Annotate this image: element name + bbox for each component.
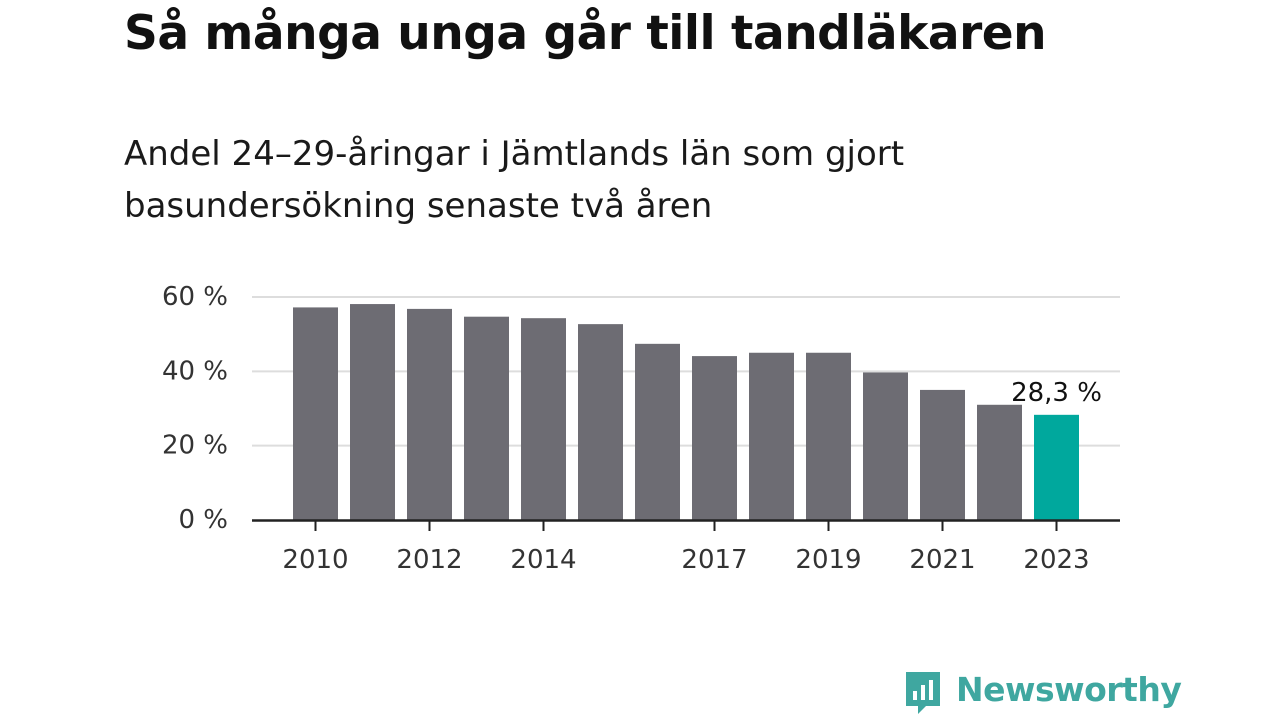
bar-2015 bbox=[578, 324, 623, 520]
bar-2022 bbox=[977, 404, 1022, 520]
x-axis-ticks bbox=[314, 520, 1058, 531]
bar-2013 bbox=[464, 316, 509, 520]
newsworthy-logo-text: Newsworthy bbox=[956, 670, 1182, 709]
y-axis-labels: 0 % 20 % 40 % 60 % bbox=[162, 282, 228, 535]
x-tick-label: 2012 bbox=[396, 545, 462, 575]
y-tick-label: 40 % bbox=[162, 356, 228, 386]
bar-2023 bbox=[1034, 414, 1079, 520]
x-tick-label: 2010 bbox=[282, 545, 348, 575]
chart-title: Så många unga går till tandläkaren bbox=[124, 6, 1047, 61]
y-tick-label: 0 % bbox=[178, 505, 228, 535]
bar-2021 bbox=[920, 389, 965, 520]
bar-chart: 0 % 20 % 40 % 60 % 2010 2012 2014 2017 2019 2021… bbox=[162, 282, 1120, 575]
x-tick-label: 2023 bbox=[1023, 545, 1089, 575]
y-tick-label: 60 % bbox=[162, 282, 228, 312]
bar-2014 bbox=[521, 318, 566, 520]
x-tick-label: 2019 bbox=[795, 545, 861, 575]
x-tick-label: 2017 bbox=[681, 545, 747, 575]
bar-2012 bbox=[407, 308, 452, 520]
bar-2020 bbox=[863, 372, 908, 520]
y-tick-label: 20 % bbox=[162, 431, 228, 461]
bars bbox=[293, 304, 1079, 520]
bar-2018 bbox=[749, 352, 794, 520]
bar-2019 bbox=[806, 352, 851, 520]
highlight-value-label: 28,3 % bbox=[1011, 378, 1102, 408]
newsworthy-logo: Newsworthy bbox=[902, 668, 1182, 720]
chart-subtitle: Andel 24–29-åringar i Jämtlands län som … bbox=[124, 134, 905, 226]
x-tick-label: 2021 bbox=[909, 545, 975, 575]
grid-lines bbox=[252, 296, 1120, 447]
x-axis-labels: 2010 2012 2014 2017 2019 2021 2023 bbox=[282, 545, 1089, 575]
newsworthy-logo-icon bbox=[906, 672, 940, 714]
annotations: 28,3 % bbox=[1011, 378, 1102, 408]
x-tick-label: 2014 bbox=[510, 545, 576, 575]
bar-2017 bbox=[692, 356, 737, 520]
bar-2016 bbox=[635, 343, 680, 520]
bar-2011 bbox=[350, 304, 395, 520]
bar-2010 bbox=[293, 307, 338, 520]
